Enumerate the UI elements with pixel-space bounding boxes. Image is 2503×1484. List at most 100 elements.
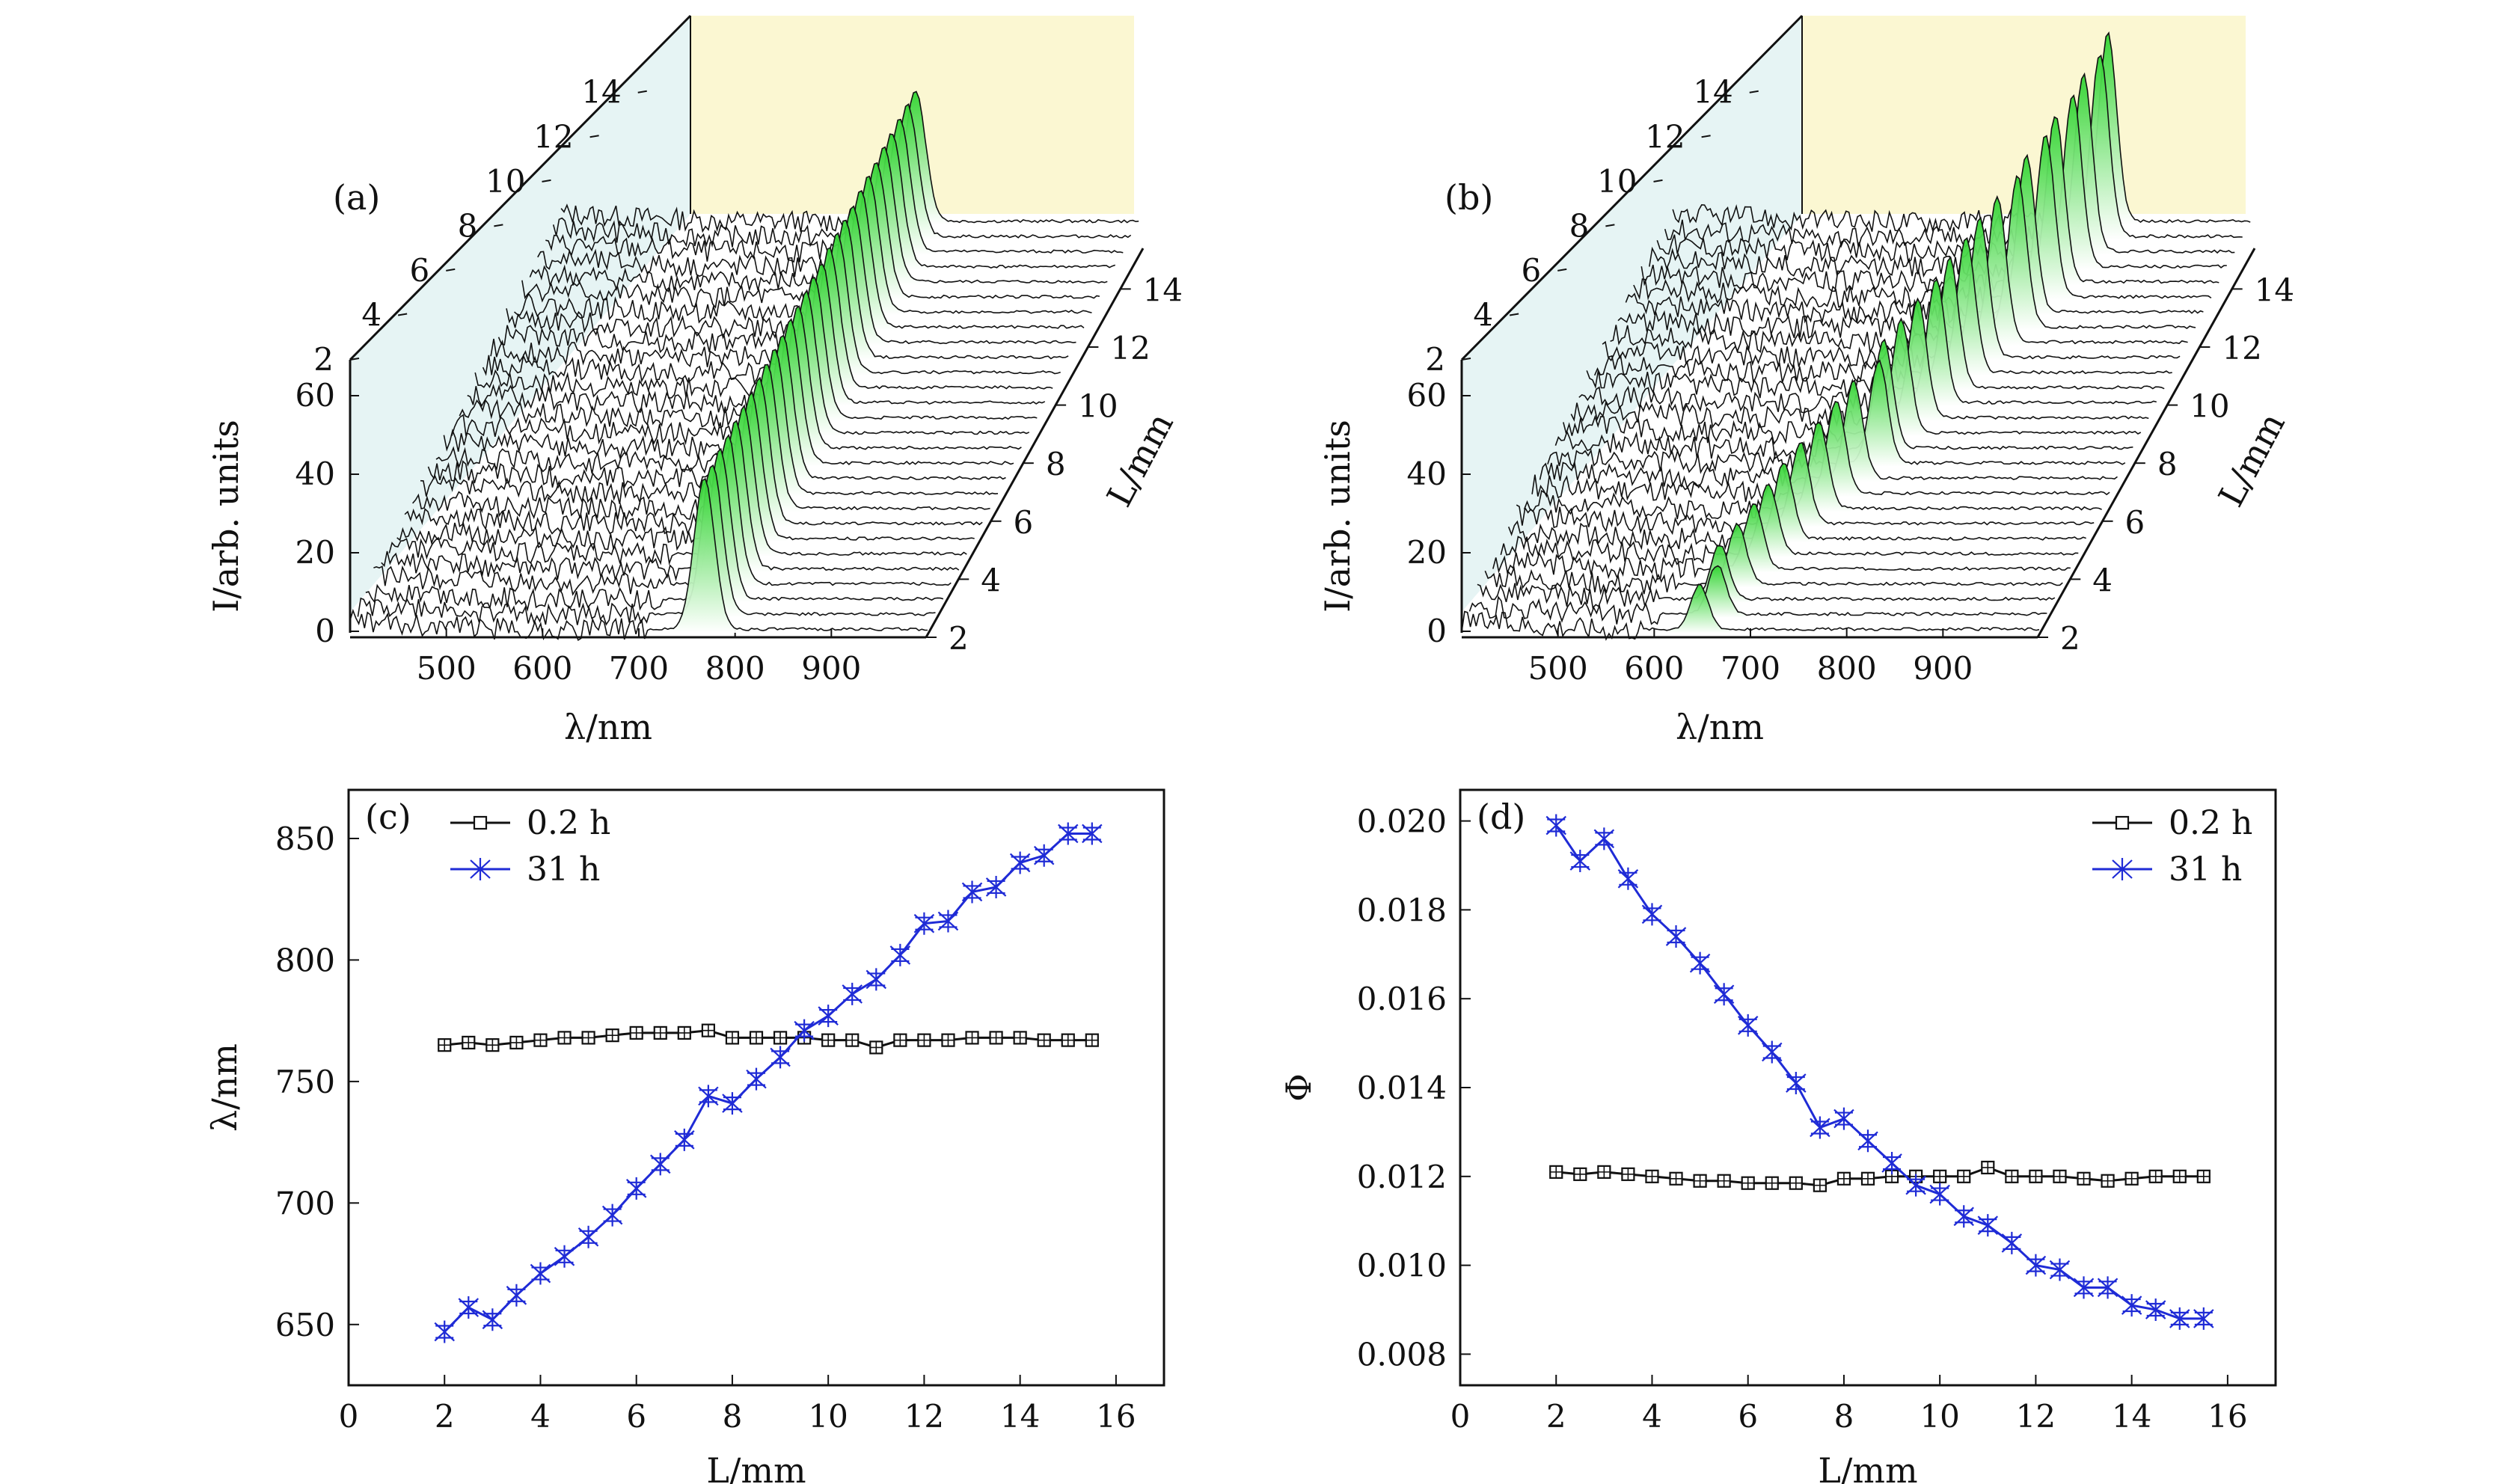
marker-cross: [1622, 1168, 1635, 1180]
panel-label: (a): [333, 177, 380, 218]
wall-tick-label: 14: [581, 74, 621, 111]
spectrum-trace: [1516, 441, 2095, 536]
spectrum-trace: [1507, 462, 2086, 551]
spectrum-trace: [1633, 135, 2212, 310]
data-point-star: [458, 1296, 480, 1319]
spectrum-trace: [373, 434, 952, 596]
data-point-star: [889, 943, 911, 966]
wall-tick: [637, 90, 647, 93]
wall-tick: [1557, 268, 1567, 272]
y-axis-title: I/arb. units: [1317, 420, 1358, 613]
marker-cross: [1862, 1172, 1874, 1185]
data-point-square: [1085, 1033, 1099, 1047]
spectrum-trace: [357, 464, 936, 626]
wall-tick-label: 4: [361, 296, 382, 333]
legend-label: 31 h: [2169, 850, 2242, 889]
data-point-square: [2172, 1169, 2187, 1183]
marker-star: [2049, 1258, 2071, 1281]
y-tick-label: 0.020: [1357, 803, 1447, 840]
data-point-square: [2124, 1171, 2139, 1186]
marker-cross: [2173, 1170, 2186, 1183]
data-point-square: [845, 1033, 860, 1047]
marker-cross: [1550, 1165, 1563, 1178]
marker-star: [2097, 1276, 2118, 1299]
data-point-square: [485, 1038, 500, 1052]
wall-tick: [397, 313, 408, 316]
x-axis-title: L/mm: [1818, 1450, 1917, 1484]
spectrum-trace: [365, 447, 944, 612]
data-point-star: [1929, 1183, 1950, 1206]
marker-star: [722, 1092, 743, 1115]
data-point-star: [1665, 925, 1687, 948]
x-tick-label: 12: [904, 1398, 944, 1435]
data-point-star: [1569, 850, 1591, 873]
z-tick-label: 2: [2060, 620, 2080, 657]
data-point-square: [1013, 1031, 1027, 1045]
wall-tick: [446, 268, 456, 272]
data-point-star: [1953, 1205, 1974, 1228]
marker-star: [1905, 1174, 1926, 1197]
x-tick-label: 800: [1817, 650, 1877, 687]
left-wall: [1462, 16, 1802, 612]
data-point-star: [794, 1019, 815, 1042]
y-tick-label: 0.008: [1357, 1336, 1447, 1373]
x-tick-label: 4: [1642, 1398, 1662, 1435]
marker-star: [1810, 1116, 1830, 1139]
wall-tick: [1461, 358, 1471, 361]
data-point-square: [677, 1025, 691, 1040]
marker-cross: [1765, 1177, 1778, 1189]
spectrum-peak-fill: [1786, 422, 1851, 512]
data-point-square: [2029, 1169, 2043, 1183]
marker-star: [1833, 1107, 1854, 1130]
marker-star: [530, 1262, 551, 1285]
marker-star: [985, 875, 1007, 898]
data-point-star: [530, 1262, 551, 1285]
marker-cross: [1694, 1174, 1706, 1187]
marker-star: [2001, 1231, 2023, 1254]
wall-tick-label: 2: [313, 341, 334, 378]
data-point-square: [1765, 1176, 1779, 1190]
data-point-square: [1669, 1171, 1683, 1186]
spectrum-occluder: [1469, 566, 2047, 625]
data-point-star: [2001, 1231, 2023, 1254]
marker-cross: [942, 1034, 955, 1046]
marker-star: [1953, 1205, 1974, 1228]
legend-label: 31 h: [527, 850, 600, 889]
marker-star: [1641, 903, 1663, 926]
y-tick-label: 650: [275, 1307, 335, 1343]
marker-cross: [510, 1036, 523, 1049]
marker-cross: [1813, 1179, 1826, 1192]
data-point-square: [749, 1031, 764, 1045]
data-point-square: [438, 1038, 452, 1052]
data-point-star: [1082, 822, 1103, 845]
y-tick-label: 750: [275, 1064, 335, 1100]
marker-cross: [990, 1031, 1002, 1044]
marker-cross: [774, 1031, 787, 1044]
x-axis-title: λ/nm: [564, 707, 652, 747]
back-wall: [1802, 16, 2246, 214]
marker-cross: [2197, 1170, 2210, 1183]
marker-cross: [462, 1036, 475, 1049]
spectrum-trace: [1468, 565, 2047, 625]
x-tick-label: 800: [705, 650, 765, 687]
marker-star: [1762, 1040, 1783, 1064]
marker-star: [2193, 1307, 2214, 1330]
panel-label: (b): [1444, 177, 1493, 218]
y-tick-label: 60: [1407, 377, 1447, 414]
marker-star: [554, 1245, 575, 1268]
data-point-square: [1061, 1033, 1075, 1047]
data-point-star: [842, 982, 863, 1005]
marker-star: [1665, 925, 1687, 948]
marker-cross: [918, 1034, 931, 1046]
marker-star: [961, 880, 983, 904]
data-point-star: [2049, 1258, 2071, 1281]
y-tick-label: 20: [295, 534, 335, 571]
data-point-star: [1545, 814, 1566, 837]
data-point-star: [650, 1153, 671, 1176]
z-tick-label: 8: [1046, 446, 1066, 482]
data-point-star: [1762, 1040, 1783, 1064]
marker-cross: [2029, 1170, 2042, 1183]
data-point-star: [698, 1085, 719, 1108]
wall-tick: [1653, 179, 1663, 183]
